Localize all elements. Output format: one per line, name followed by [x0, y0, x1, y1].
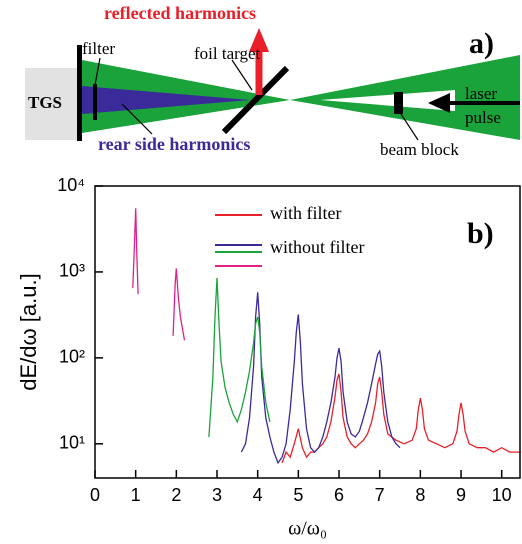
- foil-label: foil target: [194, 44, 261, 63]
- detector-box: [25, 68, 80, 140]
- panel-label: a): [469, 27, 494, 60]
- diagram: reflected harmonics filter foil target a…: [25, 3, 520, 159]
- x-tick-label: 10: [492, 485, 512, 505]
- legend-label: without filter: [270, 237, 364, 257]
- x-tick-label: 3: [212, 485, 222, 505]
- foil: [221, 65, 290, 135]
- x-tick-label: 4: [253, 485, 263, 505]
- beam-hole: [320, 90, 455, 111]
- x-tick-label: 0: [90, 485, 100, 505]
- y-tick-label: 10⁴: [57, 175, 85, 195]
- filter-plate: [93, 84, 97, 120]
- panel-label: b): [467, 217, 494, 250]
- x-axis-label: ω/ω₀: [288, 518, 327, 540]
- chart: 0 1 2 3 4 5 6 7 8 9 10 10¹ 10² 10³ 10⁴ ω/ω₀ dE/dω [a.u.]…: [16, 175, 521, 540]
- y-axis-label: dE/dω [a.u.]: [16, 273, 41, 390]
- reflected-arrowhead: [249, 28, 269, 52]
- y-tick-label: 10¹: [59, 433, 85, 453]
- legend-label: with filter: [270, 203, 341, 223]
- reflected-label: reflected harmonics: [104, 3, 256, 23]
- x-tick-label: 9: [456, 485, 466, 505]
- x-tick-label: 2: [171, 485, 181, 505]
- pulse-label: pulse: [465, 108, 501, 127]
- filter-label: filter: [82, 39, 115, 58]
- rear-label: rear side harmonics: [98, 134, 250, 154]
- x-tick-label: 5: [293, 485, 303, 505]
- y-tick-label: 10³: [59, 261, 85, 281]
- plot-frame: [94, 185, 521, 479]
- block-label: beam block: [380, 140, 459, 159]
- series-line: [208, 277, 271, 438]
- x-tick-label: 1: [131, 485, 141, 505]
- laser-label: laser: [465, 84, 497, 103]
- y-tick-label: 10²: [59, 347, 85, 367]
- x-tick-label: 7: [375, 485, 385, 505]
- x-tick-label: 8: [415, 485, 425, 505]
- detector-plate: [77, 45, 82, 141]
- tgs-label: TGS: [28, 93, 62, 112]
- rear-harmonics-beam: [82, 86, 250, 114]
- laser-arrowhead: [428, 93, 450, 113]
- series-line: [240, 292, 401, 465]
- pointers: [94, 57, 419, 141]
- beam-block: [394, 92, 403, 114]
- series-line: [132, 208, 186, 341]
- x-tick-label: 6: [334, 485, 344, 505]
